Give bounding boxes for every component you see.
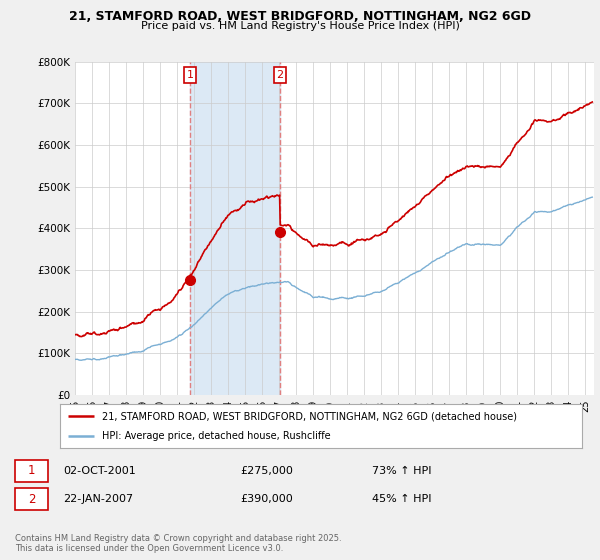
Text: 21, STAMFORD ROAD, WEST BRIDGFORD, NOTTINGHAM, NG2 6GD (detached house): 21, STAMFORD ROAD, WEST BRIDGFORD, NOTTI… — [102, 411, 517, 421]
Text: £275,000: £275,000 — [240, 466, 293, 476]
Text: Contains HM Land Registry data © Crown copyright and database right 2025.
This d: Contains HM Land Registry data © Crown c… — [15, 534, 341, 553]
Text: HPI: Average price, detached house, Rushcliffe: HPI: Average price, detached house, Rush… — [102, 431, 331, 441]
Text: 2: 2 — [28, 493, 35, 506]
Bar — [190, 62, 280, 395]
Text: 73% ↑ HPI: 73% ↑ HPI — [372, 466, 431, 476]
Text: 2: 2 — [277, 70, 284, 80]
Text: Price paid vs. HM Land Registry's House Price Index (HPI): Price paid vs. HM Land Registry's House … — [140, 21, 460, 31]
Text: 1: 1 — [28, 464, 35, 477]
Text: 02-OCT-2001: 02-OCT-2001 — [63, 466, 136, 476]
Text: 45% ↑ HPI: 45% ↑ HPI — [372, 494, 431, 504]
Text: 21, STAMFORD ROAD, WEST BRIDGFORD, NOTTINGHAM, NG2 6GD: 21, STAMFORD ROAD, WEST BRIDGFORD, NOTTI… — [69, 10, 531, 22]
Text: £390,000: £390,000 — [240, 494, 293, 504]
Text: 22-JAN-2007: 22-JAN-2007 — [63, 494, 133, 504]
Bar — [15, 488, 48, 510]
Text: 1: 1 — [187, 70, 193, 80]
Bar — [15, 460, 48, 482]
